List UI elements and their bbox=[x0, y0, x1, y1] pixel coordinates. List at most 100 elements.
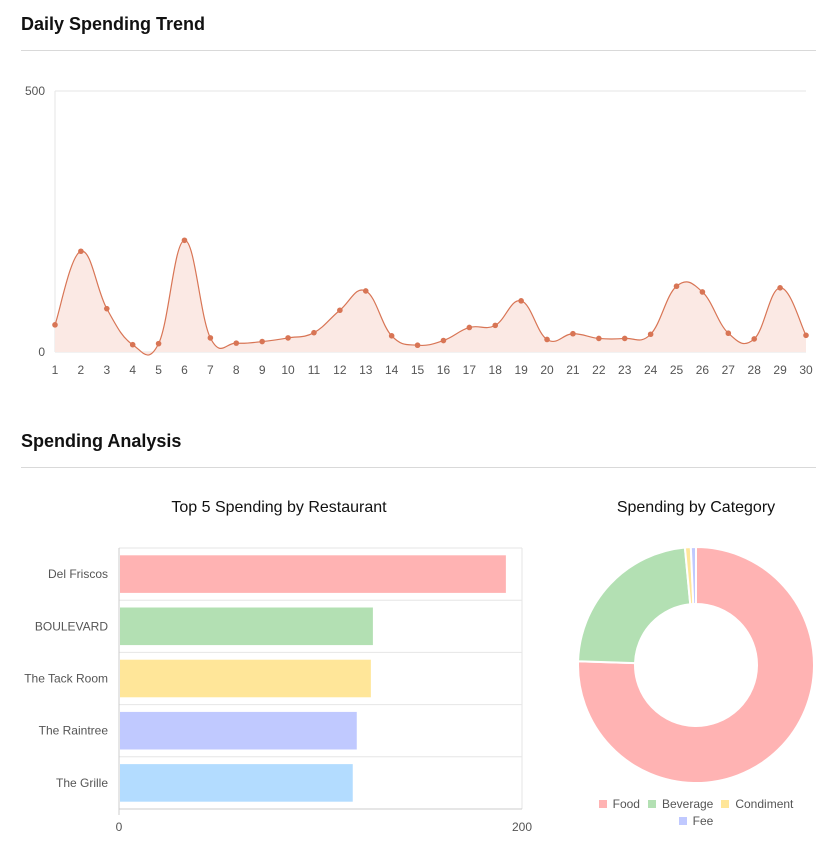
x-tick-label: 12 bbox=[333, 363, 347, 377]
data-point bbox=[466, 324, 473, 331]
x-tick-label: 14 bbox=[385, 363, 399, 377]
data-point bbox=[207, 335, 214, 341]
y-tick-label: 0 bbox=[38, 345, 45, 359]
x-tick-label: 26 bbox=[696, 363, 710, 377]
data-point bbox=[492, 322, 499, 329]
x-tick-label: 9 bbox=[259, 363, 266, 377]
category-label: BOULEVARD bbox=[35, 619, 108, 633]
category-label: Del Friscos bbox=[48, 567, 108, 581]
restaurant-chart-title: Top 5 Spending by Restaurant bbox=[171, 499, 387, 516]
data-point bbox=[311, 329, 317, 336]
restaurant-bar-chart: Del Friscos BOULEVARD The Tack Room The Rai… bbox=[24, 547, 532, 834]
legend-swatch bbox=[598, 800, 607, 808]
donut-slice bbox=[577, 546, 692, 665]
legend-item[interactable]: Condiment bbox=[721, 797, 793, 811]
x-tick-label: 24 bbox=[644, 363, 658, 377]
x-tick-label: 1 bbox=[52, 363, 59, 377]
trend-divider bbox=[21, 50, 816, 51]
data-point bbox=[544, 336, 550, 343]
x-tick-label: 27 bbox=[722, 363, 736, 377]
x-tick-label: 200 bbox=[512, 820, 532, 834]
analysis-divider bbox=[21, 467, 816, 468]
data-point bbox=[414, 342, 421, 349]
x-tick-label: 18 bbox=[489, 363, 503, 377]
legend-item[interactable]: Beverage bbox=[647, 797, 714, 811]
data-point bbox=[129, 341, 136, 348]
data-point bbox=[155, 340, 162, 347]
legend-label: Beverage bbox=[661, 797, 714, 811]
data-point bbox=[751, 336, 758, 342]
legend-item[interactable]: Fee bbox=[678, 814, 714, 828]
data-point bbox=[78, 248, 84, 255]
x-tick-label: 30 bbox=[799, 363, 813, 377]
legend-label: Food bbox=[612, 797, 640, 811]
category-label: The Grille bbox=[56, 776, 108, 790]
data-point bbox=[181, 237, 188, 244]
x-tick-label: 23 bbox=[618, 363, 632, 377]
donut-slice bbox=[689, 545, 697, 606]
bar bbox=[120, 711, 357, 750]
x-tick-label: 28 bbox=[748, 363, 762, 377]
data-point bbox=[259, 338, 265, 345]
bar bbox=[120, 764, 353, 802]
x-tick-label: 25 bbox=[670, 363, 684, 377]
category-chart-title: Spending by Category bbox=[616, 499, 776, 516]
bar bbox=[120, 607, 373, 646]
data-point bbox=[570, 330, 576, 337]
data-point bbox=[699, 289, 706, 295]
x-tick-label: 3 bbox=[103, 363, 110, 377]
data-point bbox=[518, 298, 524, 304]
donut-slice bbox=[577, 545, 815, 784]
x-tick-label: 13 bbox=[359, 363, 373, 377]
legend-item[interactable]: Food bbox=[598, 797, 640, 811]
x-tick-label: 16 bbox=[437, 363, 451, 377]
x-tick-label: 21 bbox=[566, 363, 580, 377]
daily-trend-title: Daily Spending Trend bbox=[21, 14, 206, 34]
data-point bbox=[596, 335, 602, 342]
legend-swatch bbox=[721, 800, 730, 808]
x-tick-label: 11 bbox=[308, 363, 321, 377]
x-tick-label: 4 bbox=[129, 363, 136, 377]
legend-swatch bbox=[678, 817, 687, 825]
x-tick-label: 2 bbox=[78, 363, 85, 377]
x-tick-label: 17 bbox=[463, 363, 477, 377]
x-tick-label: 15 bbox=[411, 363, 425, 377]
x-tick-label: 5 bbox=[155, 363, 162, 377]
data-point bbox=[233, 340, 240, 346]
x-tick-label: 10 bbox=[281, 363, 295, 377]
data-point bbox=[725, 330, 732, 337]
category-legend: Food Beverage Condiment Fee bbox=[580, 797, 812, 828]
x-tick-label: 22 bbox=[592, 363, 606, 377]
x-tick-label: 0 bbox=[116, 820, 123, 834]
x-tick-label: 7 bbox=[207, 363, 214, 377]
legend-label: Condiment bbox=[735, 797, 794, 811]
x-tick-label: 6 bbox=[181, 363, 188, 377]
x-tick-label: 8 bbox=[233, 363, 240, 377]
line-area-fill bbox=[55, 240, 806, 356]
legend-swatch bbox=[647, 800, 656, 808]
spending-analysis-title: Spending Analysis bbox=[21, 431, 182, 451]
data-point bbox=[440, 337, 447, 344]
data-point bbox=[103, 305, 110, 312]
y-tick-label: 500 bbox=[25, 84, 45, 98]
data-point bbox=[803, 332, 809, 339]
data-point bbox=[647, 331, 654, 338]
x-tick-label: 19 bbox=[514, 363, 528, 377]
data-point bbox=[337, 307, 343, 314]
x-tick-label: 29 bbox=[773, 363, 787, 377]
data-point bbox=[362, 288, 369, 294]
bar bbox=[120, 555, 506, 593]
data-point bbox=[52, 322, 58, 328]
legend-label: Fee bbox=[692, 814, 714, 828]
data-point bbox=[673, 283, 680, 290]
data-point bbox=[388, 333, 395, 339]
data-point bbox=[285, 335, 291, 341]
x-tick-label: 20 bbox=[540, 363, 554, 377]
category-label: The Raintree bbox=[39, 724, 109, 738]
category-label: The Tack Room bbox=[24, 672, 108, 686]
data-point bbox=[621, 335, 628, 342]
bar bbox=[120, 659, 371, 698]
data-point bbox=[777, 284, 783, 291]
